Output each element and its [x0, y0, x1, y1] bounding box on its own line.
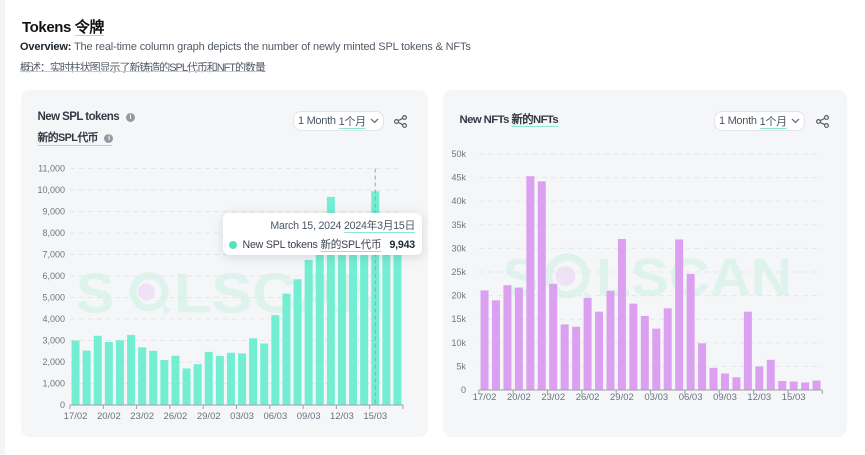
- svg-text:1,000: 1,000: [42, 379, 65, 389]
- svg-text:12/03: 12/03: [330, 411, 354, 422]
- svg-text:26/02: 26/02: [164, 411, 188, 422]
- svg-text:45k: 45k: [451, 173, 466, 183]
- svg-text:0: 0: [60, 400, 65, 410]
- svg-text:03/03: 03/03: [644, 392, 668, 403]
- svg-text:50k: 50k: [451, 149, 466, 159]
- svg-text:5k: 5k: [456, 361, 466, 371]
- svg-text:5,000: 5,000: [42, 293, 65, 303]
- svg-text:11,000: 11,000: [38, 164, 65, 174]
- svg-text:29/02: 29/02: [197, 411, 221, 422]
- svg-text:10,000: 10,000: [37, 185, 65, 195]
- svg-text:2,000: 2,000: [42, 357, 65, 367]
- svg-text:03/03: 03/03: [230, 411, 254, 422]
- svg-text:15k: 15k: [451, 314, 466, 324]
- svg-text:23/02: 23/02: [541, 392, 565, 403]
- svg-text:4,000: 4,000: [42, 314, 65, 324]
- svg-text:9,000: 9,000: [42, 207, 65, 217]
- svg-text:8,000: 8,000: [42, 228, 65, 238]
- svg-text:09/03: 09/03: [713, 392, 737, 403]
- svg-text:35k: 35k: [451, 220, 466, 230]
- svg-text:30k: 30k: [451, 243, 466, 253]
- svg-text:06/03: 06/03: [679, 392, 703, 403]
- svg-text:20/02: 20/02: [97, 411, 121, 422]
- svg-text:26/02: 26/02: [576, 392, 600, 403]
- svg-text:15/03: 15/03: [782, 392, 806, 403]
- svg-text:25k: 25k: [451, 267, 466, 277]
- svg-text:06/03: 06/03: [263, 411, 287, 422]
- svg-text:6,000: 6,000: [42, 271, 65, 281]
- svg-text:12/03: 12/03: [747, 392, 771, 403]
- svg-text:20k: 20k: [451, 291, 466, 301]
- svg-text:17/02: 17/02: [473, 392, 497, 403]
- svg-text:20/02: 20/02: [507, 392, 531, 403]
- svg-text:23/02: 23/02: [130, 411, 154, 422]
- svg-text:09/03: 09/03: [297, 411, 321, 422]
- svg-text:15/03: 15/03: [363, 411, 387, 422]
- svg-text:17/02: 17/02: [64, 411, 88, 422]
- svg-text:3,000: 3,000: [42, 336, 65, 346]
- svg-text:40k: 40k: [451, 196, 466, 206]
- svg-text:S: S: [76, 262, 114, 326]
- svg-text:7,000: 7,000: [42, 250, 65, 260]
- svg-text:0: 0: [461, 385, 466, 395]
- svg-text:29/02: 29/02: [610, 392, 634, 403]
- svg-text:10k: 10k: [451, 338, 466, 348]
